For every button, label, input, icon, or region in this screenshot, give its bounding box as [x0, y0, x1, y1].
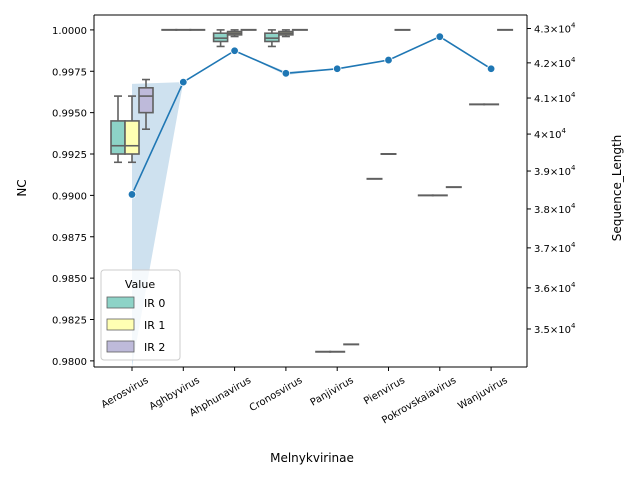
box-ir-0-cronosvirus	[264, 29, 280, 48]
legend: Value IR 0 IR 1 IR 2	[100, 269, 181, 361]
x-tick-label-aerosvirus: Aerosvirus	[100, 375, 151, 411]
legend-label-ir-1: IR 1	[144, 319, 165, 332]
x-tick-label-panjivirus: Panjivirus	[309, 375, 356, 409]
x-axis-label: Melnykvirinae	[270, 451, 354, 465]
box-ir-0-aerosvirus	[110, 95, 126, 164]
left-tick-label: 0.9800	[52, 357, 87, 368]
left-y-axis: 0.9800 0.9825 0.9850 0.9875 0.9900 0.9925 0.99…	[52, 26, 94, 368]
right-tick-label: 4.2×104	[534, 56, 576, 70]
line-layer	[127, 32, 496, 199]
right-tick-label: 4×104	[534, 127, 566, 141]
legend-swatch-ir-1	[106, 318, 135, 331]
right-tick-label: 3.7×104	[534, 241, 576, 255]
right-tick-label: 4.1×104	[534, 91, 576, 105]
box-body	[138, 87, 154, 114]
line-point-ahphunavirus	[230, 46, 239, 55]
left-tick-label: 0.9825	[52, 316, 87, 327]
left-tick-label: 0.9925	[52, 150, 87, 161]
left-tick-label: 0.9975	[52, 67, 87, 78]
legend-title: Value	[125, 278, 155, 291]
x-tick-label-cronosvirus: Cronosvirus	[248, 375, 305, 414]
box-ir-2-aerosvirus	[138, 78, 154, 130]
left-tick-label: 1.0000	[52, 26, 87, 37]
sequence-length-line	[131, 35, 492, 195]
x-tick-label-wanjuvirus: Wanjuvirus	[456, 375, 509, 412]
right-y-axis: 3.5×104 3.6×104 3.7×104 3.8×104 3.9×104 4×104…	[527, 22, 576, 336]
box-layer	[110, 28, 514, 353]
left-y-axis-label: NC	[15, 179, 29, 196]
right-y-axis-label: Sequence_Length	[610, 135, 624, 242]
legend-label-ir-2: IR 2	[144, 341, 165, 354]
line-point-aerosvirus	[127, 190, 137, 199]
box-body	[110, 120, 126, 155]
box-body	[212, 32, 229, 43]
legend-swatch-ir-0	[106, 296, 135, 309]
right-tick-label: 3.8×104	[534, 202, 576, 216]
x-tick-label-pienvirus: Pienvirus	[362, 375, 407, 407]
box-body	[264, 32, 280, 43]
left-tick-label: 0.9950	[52, 109, 87, 120]
box-ir-1-cronosvirus	[278, 29, 294, 38]
x-axis: AerosvirusAghbyvirusAhphunavirusCronosvi…	[100, 367, 510, 426]
line-point-cronosvirus	[281, 69, 291, 78]
left-tick-label: 0.9900	[52, 191, 87, 202]
axes-layer	[93, 14, 528, 368]
left-tick-label: 0.9850	[52, 274, 87, 285]
box-ir-1-aerosvirus	[124, 95, 140, 164]
right-tick-label: 3.9×104	[534, 164, 576, 178]
line-point-pienvirus	[384, 55, 393, 65]
box-ir-1-ahphunavirus	[226, 29, 243, 38]
box-ir-0-ahphunavirus	[212, 29, 229, 48]
left-tick-label: 0.9875	[52, 233, 87, 244]
legend-swatch-ir-2	[106, 340, 135, 353]
line-point-wanjuvirus	[486, 64, 496, 73]
box-body	[124, 120, 140, 155]
right-tick-label: 3.6×104	[534, 281, 576, 295]
line-point-panjivirus	[333, 64, 342, 73]
legend-label-ir-0: IR 0	[144, 297, 165, 310]
right-tick-label: 4.3×104	[534, 22, 576, 36]
line-point-aghbyvirus	[179, 77, 188, 87]
legend-frame	[100, 269, 181, 361]
right-tick-label: 3.5×104	[534, 322, 576, 336]
line-point-pokrovskaiavirus	[435, 32, 444, 41]
